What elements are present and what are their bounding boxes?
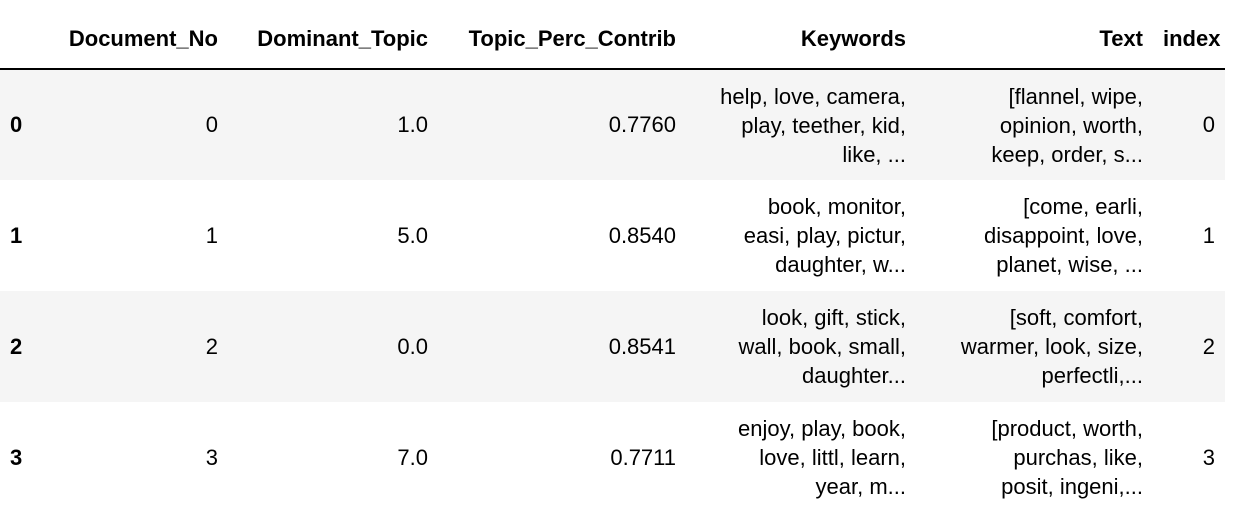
text-line: purchas, like, <box>1013 445 1143 470</box>
cell-text: [product, worth, purchas, like, posit, i… <box>916 402 1153 513</box>
header-document-no: Document_No <box>30 10 228 70</box>
cell-topic-perc-contrib: 0.8540 <box>608 222 676 248</box>
table-header: Document_No Dominant_Topic Topic_Perc_Co… <box>0 10 1225 70</box>
text-line: warmer, look, size, <box>960 334 1143 359</box>
header-text: Text <box>916 10 1153 70</box>
cell-dominant-topic: 1.0 <box>397 112 428 137</box>
cell-keywords: enjoy, play, book, love, littl, learn, y… <box>686 402 916 513</box>
table-row: 0 0 1.0 0.7760 help, love, camera, play,… <box>0 69 1225 180</box>
keywords-line: daughter... <box>802 363 906 388</box>
keywords-line: play, teether, kid, <box>741 112 906 138</box>
keywords-line: love, littl, learn, <box>759 445 906 470</box>
text-line: keep, order, s... <box>991 141 1143 167</box>
cell-index: 2 <box>1202 333 1215 359</box>
cell-topic-perc-contrib: 0.7760 <box>608 112 676 137</box>
text-line: [come, earli, <box>1023 194 1143 219</box>
cell-text: [come, earli, disappoint, love, planet, … <box>916 180 1153 291</box>
cell-topic-perc-contrib: 0.8541 <box>608 333 676 359</box>
cell-keywords: book, monitor, easi, play, pictur, daugh… <box>686 180 916 291</box>
cell-keywords: help, love, camera, play, teether, kid, … <box>686 69 916 180</box>
cell-dominant-topic: 0.0 <box>397 333 428 359</box>
cell-dominant-topic: 5.0 <box>397 222 428 248</box>
cell-document-no: 3 <box>205 444 218 470</box>
cell-index: 0 <box>1202 112 1215 137</box>
text-line: perfectli,... <box>1041 363 1143 388</box>
cell-dominant-topic: 7.0 <box>397 444 428 470</box>
row-index-label: 3 <box>10 444 23 470</box>
keywords-line: like, ... <box>842 141 906 167</box>
header-dominant-topic: Dominant_Topic <box>228 10 438 70</box>
cell-document-no: 2 <box>205 333 218 359</box>
keywords-line: daughter, w... <box>775 252 906 277</box>
cell-index: 1 <box>1202 222 1215 248</box>
keywords-line: help, love, camera, <box>720 83 906 109</box>
row-index-label: 2 <box>10 333 23 359</box>
keywords-line: enjoy, play, book, <box>738 416 906 441</box>
table-row: 1 1 5.0 0.8540 book, monitor, easi, play… <box>0 180 1225 291</box>
keywords-line: easi, play, pictur, <box>743 223 906 248</box>
cell-text: [flannel, wipe, opinion, worth, keep, or… <box>916 69 1153 180</box>
cell-text: [soft, comfort, warmer, look, size, perf… <box>916 291 1153 402</box>
row-index-label: 1 <box>10 222 23 248</box>
text-line: opinion, worth, <box>999 112 1143 138</box>
keywords-line: look, gift, stick, <box>761 305 906 330</box>
cell-index: 3 <box>1202 444 1215 470</box>
text-line: [flannel, wipe, <box>1008 83 1143 109</box>
text-line: planet, wise, ... <box>996 252 1143 277</box>
header-row: Document_No Dominant_Topic Topic_Perc_Co… <box>0 10 1225 70</box>
table-row: 2 2 0.0 0.8541 look, gift, stick, wall, … <box>0 291 1225 402</box>
header-index: index <box>1153 10 1225 70</box>
header-topic-perc-contrib: Topic_Perc_Contrib <box>438 10 686 70</box>
header-index-blank <box>0 10 30 70</box>
cell-document-no: 0 <box>205 112 218 137</box>
table-body: 0 0 1.0 0.7760 help, love, camera, play,… <box>0 69 1225 513</box>
keywords-line: wall, book, small, <box>738 334 906 359</box>
table-row: 3 3 7.0 0.7711 enjoy, play, book, love, … <box>0 402 1225 513</box>
text-line: disappoint, love, <box>984 223 1143 248</box>
cell-document-no: 1 <box>205 222 218 248</box>
cell-topic-perc-contrib: 0.7711 <box>610 444 676 470</box>
row-index-label: 0 <box>10 112 23 137</box>
text-line: [soft, comfort, <box>1009 305 1143 330</box>
keywords-line: book, monitor, <box>767 194 906 219</box>
header-keywords: Keywords <box>686 10 916 70</box>
text-line: posit, ingeni,... <box>1001 474 1143 499</box>
cell-keywords: look, gift, stick, wall, book, small, da… <box>686 291 916 402</box>
keywords-line: year, m... <box>815 474 906 499</box>
dataframe-table: Document_No Dominant_Topic Topic_Perc_Co… <box>0 10 1225 513</box>
text-line: [product, worth, <box>991 416 1143 441</box>
